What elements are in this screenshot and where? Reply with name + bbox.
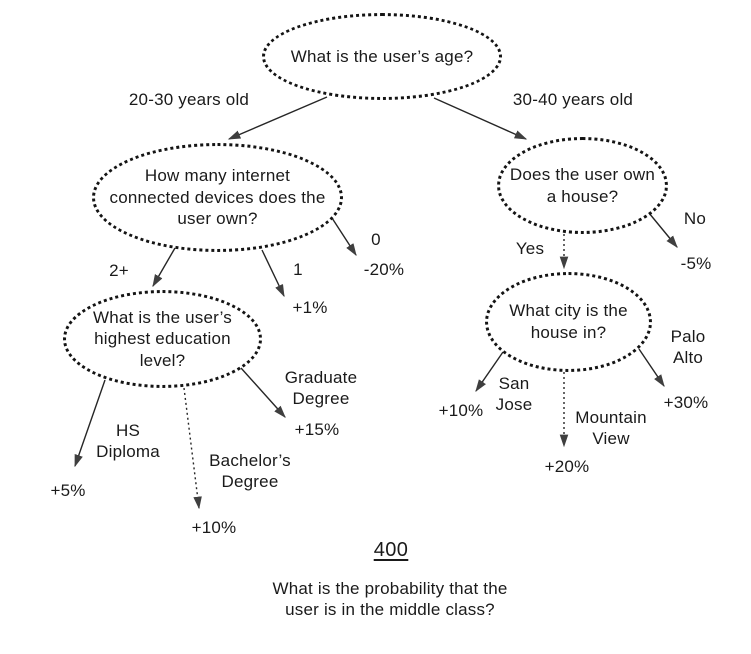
arrow-city-to-palo-alto xyxy=(638,348,665,388)
edge-value-plus-5pct: +5% xyxy=(50,481,86,500)
edge-value-plus-20pct: +20% xyxy=(544,457,590,476)
node-city-question: What city is the house in? xyxy=(485,272,652,372)
figure-caption-line-1: What is the probability that the xyxy=(272,579,508,598)
edge-label-30-40-years: 30-40 years old xyxy=(512,90,634,109)
figure-number: 400 xyxy=(373,539,409,561)
edge-value-minus-20pct: -20% xyxy=(363,260,405,279)
node-age-question: What is the user’s age? xyxy=(262,13,502,100)
edge-label-hs-diploma: HS Diploma xyxy=(96,421,160,461)
edge-label-one-device: 1 xyxy=(293,260,303,279)
arrow-education-to-bachelors xyxy=(183,387,202,510)
edge-label-zero-devices: 0 xyxy=(371,230,381,249)
edge-label-yes: Yes xyxy=(515,239,545,258)
figure-caption: What is the probability that the user is… xyxy=(272,579,507,620)
edge-label-san-jose: San Jose xyxy=(495,374,533,414)
arrow-devices-to-education xyxy=(152,247,176,288)
arrow-education-to-hs-diploma xyxy=(74,379,106,468)
node-devices-question: How many internet connected devices does… xyxy=(92,143,343,252)
edge-value-plus-1pct: +1% xyxy=(292,298,328,317)
figure-caption-line-2: user is in the middle class? xyxy=(285,599,495,619)
edge-label-mountain-view: Mountain View xyxy=(575,408,647,448)
node-house-label: Does the user own a house? xyxy=(509,164,656,206)
edge-value-plus-10pct-right: +10% xyxy=(438,401,484,420)
edge-label-2-plus: 2+ xyxy=(109,261,129,280)
edge-label-no: No xyxy=(683,209,707,228)
edge-value-plus-10pct-left: +10% xyxy=(191,518,237,537)
edge-value-plus-30pct: +30% xyxy=(663,393,709,412)
edge-label-bachelors-degree: Bachelor’s Degree xyxy=(209,451,291,491)
arrow-education-to-graduate xyxy=(240,367,286,418)
edge-label-20-30-years: 20-30 years old xyxy=(128,90,250,109)
arrow-age-to-devices xyxy=(227,96,328,140)
arrow-age-to-house xyxy=(433,97,528,140)
node-house-question: Does the user own a house? xyxy=(497,137,668,234)
node-education-label: What is the user’s highest education lev… xyxy=(92,307,233,370)
node-education-question: What is the user’s highest education lev… xyxy=(63,290,262,388)
edge-value-minus-5pct: -5% xyxy=(680,254,712,273)
node-city-label: What city is the house in? xyxy=(509,301,628,342)
edge-label-palo-alto: Palo Alto xyxy=(670,327,706,367)
arrow-house-to-no xyxy=(648,212,678,248)
edge-value-plus-15pct: +15% xyxy=(294,420,340,439)
arrow-devices-to-one xyxy=(261,249,285,298)
node-devices-label: How many internet connected devices does… xyxy=(109,166,326,229)
edge-label-graduate-degree: Graduate Degree xyxy=(284,368,358,408)
arrow-city-to-san-jose xyxy=(475,351,504,393)
arrow-devices-to-zero xyxy=(331,217,357,257)
node-age-label: What is the user’s age? xyxy=(290,46,474,66)
